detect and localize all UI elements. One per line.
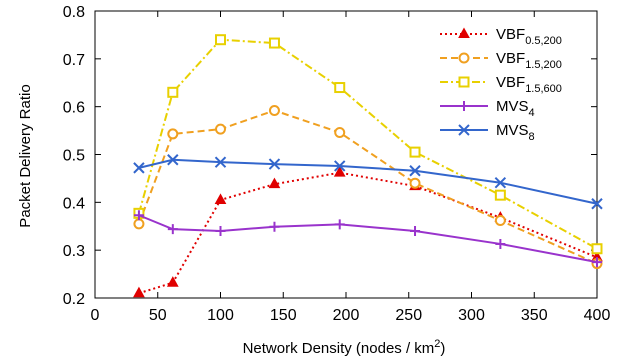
series-1-point xyxy=(214,193,227,204)
x-tick-label: 0 xyxy=(91,307,100,324)
series-3-point xyxy=(409,146,421,158)
y-tick-label: 0.4 xyxy=(63,195,85,212)
series-2-point xyxy=(334,126,346,138)
y-tick-label: 0.8 xyxy=(63,4,85,21)
series-4-point xyxy=(410,226,421,237)
series-line-4 xyxy=(138,214,598,264)
series-5-point xyxy=(409,165,421,177)
series-4-point xyxy=(167,224,178,235)
series-2-point xyxy=(215,123,226,135)
x-tick-label: 250 xyxy=(395,307,422,324)
series-2-point xyxy=(133,218,145,230)
series-4-point xyxy=(215,226,226,237)
x-tick-label: 200 xyxy=(333,307,360,324)
series-3-point xyxy=(167,86,179,98)
legend-label-2: VBF1.5,200 xyxy=(496,50,562,71)
y-axis-label: Packet Delivery Ratio xyxy=(17,84,34,227)
series-2-point xyxy=(268,104,280,116)
legend-label-1: VBF0.5,200 xyxy=(496,26,562,47)
series-line-2 xyxy=(137,109,598,265)
series-3-point xyxy=(268,37,280,49)
series-line-5 xyxy=(138,158,598,205)
legend-label-3: VBF1.5,600 xyxy=(496,74,562,95)
x-tick-label: 150 xyxy=(270,307,297,324)
legend-marker-4 xyxy=(459,101,469,111)
series-line-1 xyxy=(138,171,598,295)
series-5-point xyxy=(591,198,603,210)
x-axis-label: Network Density (nodes / km2) xyxy=(243,338,446,357)
y-tick-label: 0.7 xyxy=(63,52,85,69)
series-1-point xyxy=(133,286,145,298)
series-3-point xyxy=(215,34,226,46)
y-tick-label: 0.6 xyxy=(63,100,85,117)
series-3-point xyxy=(591,243,603,255)
series-3-point xyxy=(334,82,346,94)
series-4-point xyxy=(269,221,280,232)
series-5-point xyxy=(268,158,281,170)
series-5-point xyxy=(214,156,227,168)
legend-marker-3 xyxy=(458,76,470,88)
legend-marker-5 xyxy=(458,124,470,136)
series-1-point xyxy=(333,166,346,177)
series-4-point xyxy=(495,238,506,249)
series-2-point xyxy=(409,177,421,189)
series-1-point xyxy=(268,177,281,189)
legend-label-5: MVS8 xyxy=(496,122,535,143)
x-tick-label: 50 xyxy=(149,307,167,324)
legend-label-4: MVS4 xyxy=(496,98,535,119)
series-5-point xyxy=(133,162,145,174)
series-4-point xyxy=(133,210,144,221)
series-4-point xyxy=(334,219,345,230)
x-tick-label: 350 xyxy=(521,307,548,324)
series-1-point xyxy=(166,276,179,287)
series-4-point xyxy=(592,257,602,268)
y-tick-label: 0.5 xyxy=(63,148,85,165)
series-3-point xyxy=(494,189,506,201)
series-5-point xyxy=(334,160,346,172)
series-2-point xyxy=(494,215,506,227)
x-tick-label: 400 xyxy=(584,307,611,324)
x-tick-label: 300 xyxy=(458,307,485,324)
series-2-point xyxy=(167,128,179,140)
y-tick-label: 0.2 xyxy=(63,291,85,308)
series-5-point xyxy=(167,154,179,166)
x-tick-label: 100 xyxy=(207,307,234,324)
legend-marker-1 xyxy=(458,27,470,38)
y-tick-label: 0.3 xyxy=(63,243,85,260)
series-line-3 xyxy=(137,38,598,250)
legend-marker-2 xyxy=(458,52,470,64)
series-5-point xyxy=(494,177,507,189)
